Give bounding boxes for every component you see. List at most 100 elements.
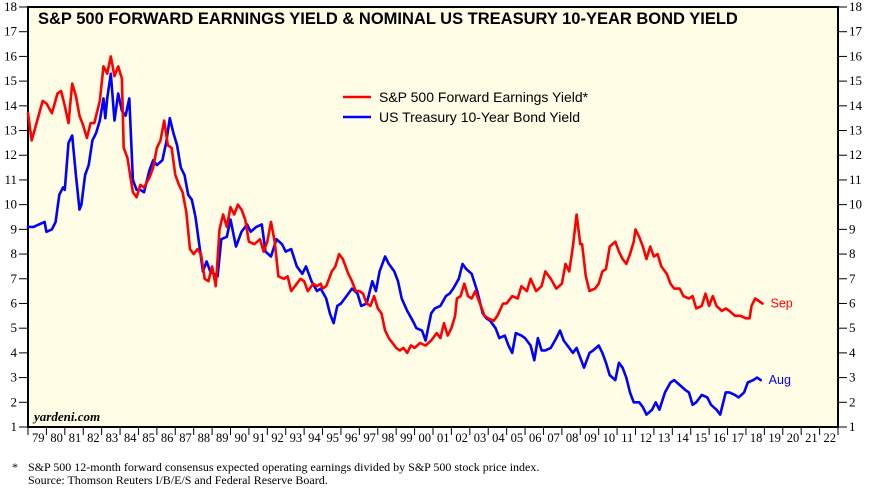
- x-tick-label: 00: [419, 431, 432, 445]
- y-tick-label-right: 7: [849, 271, 856, 286]
- y-tick-label-right: 18: [849, 0, 862, 14]
- y-tick-label-left: 4: [11, 345, 18, 360]
- x-tick-label: 89: [216, 431, 229, 445]
- x-tick-label: 79: [32, 431, 45, 445]
- end-label-earnings-yield: Sep: [771, 296, 793, 310]
- x-tick-label: 90: [234, 431, 247, 445]
- y-tick-label-left: 13: [4, 123, 17, 138]
- y-tick-label-left: 18: [4, 0, 17, 14]
- x-tick-label: 92: [271, 431, 284, 445]
- x-tick-label: 13: [658, 431, 671, 445]
- y-tick-label-left: 1: [11, 419, 18, 434]
- x-axis: 79 80 81 82 83 84 85 86 87 88 89 90 91 92 93 94 95 96 97 98…: [27, 427, 839, 445]
- y-tick-label-left: 5: [11, 320, 18, 335]
- x-tick-label: 03: [474, 431, 487, 445]
- x-tick-label: 99: [400, 431, 413, 445]
- y-tick-label-left: 16: [4, 48, 18, 63]
- y-tick-label-left: 15: [4, 73, 17, 88]
- x-tick-label: 22: [824, 431, 837, 445]
- x-tick-label: 09: [584, 431, 597, 445]
- x-tick-label: 82: [87, 431, 100, 445]
- y-tick-label-left: 14: [4, 98, 18, 113]
- y-tick-label-right: 2: [849, 394, 856, 409]
- y-tick-label-right: 16: [849, 48, 863, 63]
- x-tick-label: 86: [161, 431, 174, 445]
- x-tick-label: 81: [69, 431, 82, 445]
- x-tick-label: 19: [768, 431, 781, 445]
- y-tick-label-right: 1: [849, 419, 856, 434]
- y-tick-label-left: 9: [11, 221, 18, 236]
- x-tick-label: 93: [290, 431, 303, 445]
- y-tick-label-left: 11: [4, 172, 17, 187]
- y-tick-label-left: 10: [4, 197, 17, 212]
- legend-label: S&P 500 Forward Earnings Yield*: [379, 89, 589, 105]
- footnote-definition: S&P 500 12-month forward consensus expec…: [28, 460, 540, 474]
- y-tick-label-left: 7: [11, 271, 18, 286]
- series-line-treasury-yield: [26, 72, 762, 416]
- x-tick-label: 97: [363, 431, 376, 445]
- y-tick-label-left: 3: [11, 370, 18, 385]
- footnote-star: *: [12, 460, 18, 474]
- x-tick-label: 15: [695, 431, 708, 445]
- x-tick-label: 20: [787, 431, 800, 445]
- x-tick-label: 88: [198, 431, 211, 445]
- x-tick-label: 08: [566, 431, 579, 445]
- x-tick-label: 10: [603, 431, 616, 445]
- series-line-earnings-yield: [26, 55, 764, 355]
- x-tick-label: 91: [253, 431, 266, 445]
- y-tick-label-left: 6: [11, 295, 18, 310]
- x-tick-label: 05: [511, 431, 524, 445]
- end-label-treasury-yield: Aug: [769, 373, 791, 387]
- x-tick-label: 04: [492, 431, 505, 445]
- y-tick-label-right: 17: [849, 24, 863, 39]
- y-tick-label-left: 12: [4, 147, 17, 162]
- x-tick-label: 01: [437, 431, 450, 445]
- x-tick-label: 87: [179, 431, 192, 445]
- x-tick-label: 12: [639, 431, 652, 445]
- x-tick-label: 18: [750, 431, 763, 445]
- x-tick-label: 11: [621, 431, 633, 445]
- chart-title: S&P 500 FORWARD EARNINGS YIELD & NOMINAL…: [38, 10, 738, 28]
- end-labels: Aug Sep: [769, 296, 793, 387]
- x-tick-label: 98: [382, 431, 395, 445]
- x-tick-label: 96: [345, 431, 358, 445]
- legend-label: US Treasury 10-Year Bond Yield: [379, 109, 580, 125]
- y-tick-label-right: 12: [849, 147, 862, 162]
- x-tick-label: 16: [713, 431, 726, 445]
- footnote-source: Source: Thomson Reuters I/B/E/S and Fede…: [28, 473, 328, 487]
- watermark: yardeni.com: [32, 409, 100, 424]
- y-tick-label-right: 10: [849, 197, 862, 212]
- x-tick-label: 06: [529, 431, 542, 445]
- y-tick-label-right: 13: [849, 123, 862, 138]
- y-tick-label-right: 14: [849, 98, 863, 113]
- x-tick-label: 94: [308, 431, 321, 445]
- x-tick-label: 83: [106, 431, 119, 445]
- y-tick-label-right: 4: [849, 345, 856, 360]
- y-tick-label-right: 9: [849, 221, 856, 236]
- y-tick-label-left: 17: [4, 24, 18, 39]
- y-tick-label-right: 5: [849, 320, 856, 335]
- footnotes: * S&P 500 12-month forward consensus exp…: [12, 461, 539, 487]
- x-tick-label: 21: [805, 431, 818, 445]
- legend: S&P 500 Forward Earnings Yield* US Treasu…: [343, 89, 589, 125]
- x-tick-label: 17: [732, 431, 745, 445]
- x-tick-label: 14: [676, 431, 689, 445]
- y-tick-label-right: 11: [849, 172, 862, 187]
- y-tick-label-left: 8: [11, 246, 18, 261]
- x-tick-label: 84: [124, 431, 137, 445]
- y-tick-label-right: 8: [849, 246, 856, 261]
- x-tick-label: 02: [455, 431, 468, 445]
- x-tick-label: 85: [142, 431, 155, 445]
- x-tick-label: 80: [50, 431, 63, 445]
- y-tick-label-right: 3: [849, 370, 856, 385]
- plot-area: [27, 6, 839, 428]
- y-tick-label-right: 15: [849, 73, 862, 88]
- series-group: [26, 55, 764, 416]
- y-tick-label-left: 2: [11, 394, 18, 409]
- x-tick-label: 07: [547, 431, 560, 445]
- y-tick-label-right: 6: [849, 295, 856, 310]
- x-tick-label: 95: [327, 431, 340, 445]
